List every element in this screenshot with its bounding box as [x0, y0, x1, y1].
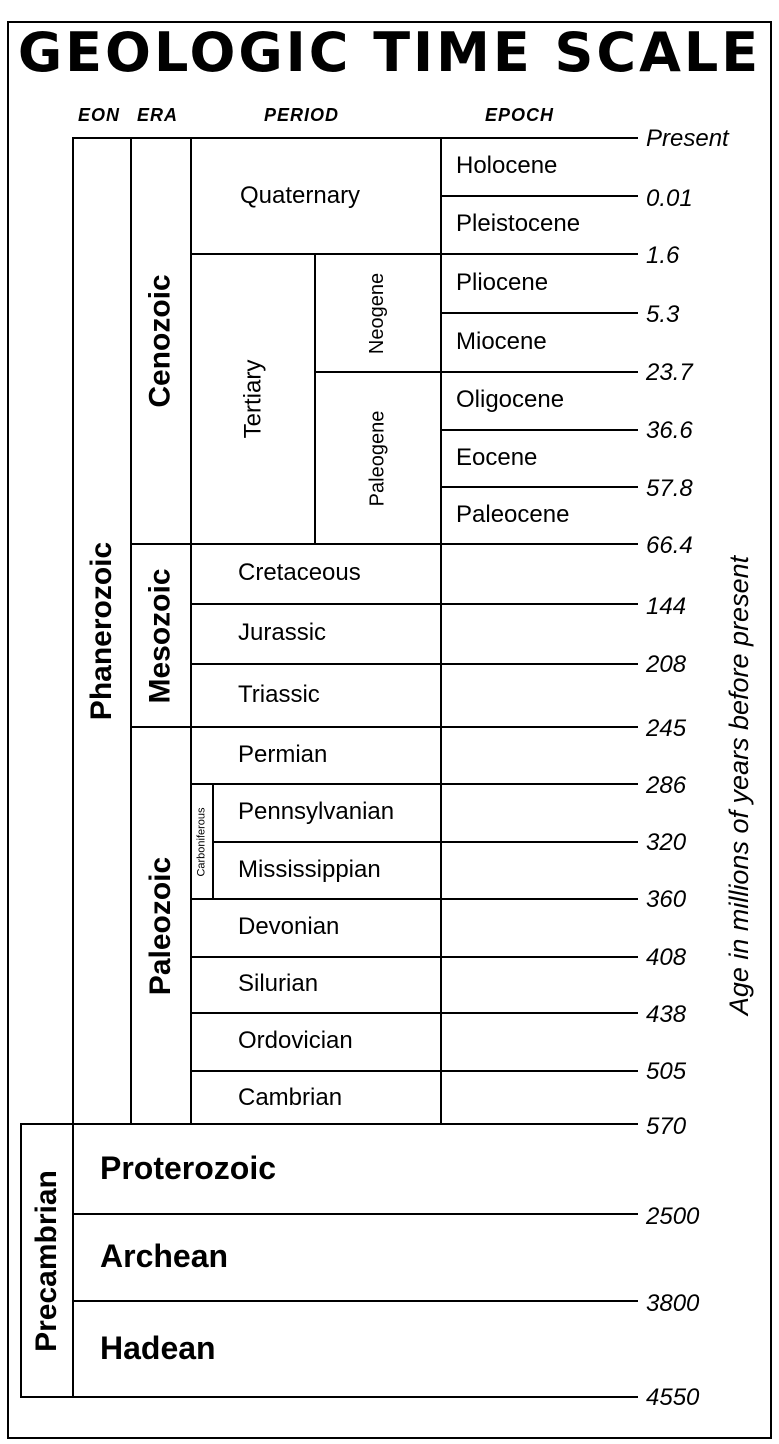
- divider-permian-pennsylvanian: [190, 783, 442, 785]
- age-label-438: 438: [646, 1001, 687, 1028]
- divider-pennsylvanian-mississippian: [212, 841, 442, 843]
- divider-ordovician-cambrian: [190, 1070, 442, 1072]
- tick-5-3: [440, 312, 638, 314]
- tick-505: [440, 1070, 638, 1072]
- precambrian-proterozoic: Proterozoic: [100, 1149, 277, 1186]
- period-triassic: Triassic: [238, 680, 320, 708]
- age-label-5-3: 5.3: [646, 301, 680, 328]
- epoch-holocene: Holocene: [456, 152, 558, 179]
- age-label-66-4: 66.4: [646, 532, 693, 559]
- age-label-present: Present: [646, 125, 729, 152]
- age-label-360: 360: [646, 886, 687, 913]
- age-label-208: 208: [646, 651, 687, 678]
- epoch-pleistocene: Pleistocene: [456, 210, 581, 237]
- age-label-4550: 4550: [646, 1384, 700, 1411]
- tick-2500: [72, 1213, 638, 1215]
- period-quaternary: Quaternary: [240, 182, 361, 209]
- period-jurassic: Jurassic: [238, 619, 327, 646]
- divider-silurian-ordovician: [190, 1012, 442, 1014]
- tick-36-6: [440, 429, 638, 431]
- tick-0-01: [440, 195, 638, 197]
- era-cenozoic-label: Cenozoic: [144, 274, 178, 408]
- tick-570: [440, 1123, 638, 1125]
- eon-phanerozoic-label: Phanerozoic: [85, 541, 118, 721]
- eon-precambrian: [20, 1123, 74, 1398]
- age-label-23-7: 23.7: [646, 359, 693, 386]
- page-title: GEOLOGIC TIME SCALE: [17, 21, 762, 84]
- tick-4550: [72, 1396, 638, 1398]
- era-paleozoic-label: Paleozoic: [144, 856, 178, 995]
- tick-3800: [72, 1300, 638, 1302]
- outer-frame: [7, 21, 772, 1439]
- period-tertiary: Tertiary: [239, 359, 266, 439]
- divider-jurassic-triassic: [190, 663, 442, 665]
- age-label-1-6: 1.6: [646, 242, 680, 269]
- tick-66-4: [440, 543, 638, 545]
- column-header-period: PERIOD: [264, 105, 340, 125]
- epoch-miocene: Miocene: [456, 327, 547, 355]
- period-permian: Permian: [238, 740, 328, 768]
- divider-cretaceous-jurassic: [190, 603, 442, 605]
- age-axis-label: Age in millions of years before present: [724, 555, 755, 1015]
- column-header-epoch: EPOCH: [485, 105, 555, 125]
- period-carboniferous-box: [190, 783, 214, 900]
- age-label-505: 505: [646, 1058, 687, 1085]
- tick-408: [440, 956, 638, 958]
- divider-mississippian-devonian: [190, 898, 442, 900]
- tick-245: [440, 726, 638, 728]
- period-cretaceous: Cretaceous: [238, 559, 361, 586]
- period-paleogene: Paleogene: [366, 410, 389, 506]
- period-ordovician: Ordovician: [238, 1027, 353, 1054]
- divider-devonian-silurian: [190, 956, 442, 958]
- column-header-eon: EON: [78, 105, 121, 125]
- age-label-408: 408: [646, 944, 687, 971]
- period-silurian: Silurian: [238, 970, 319, 997]
- tick-57-8: [440, 486, 638, 488]
- tick-320: [440, 841, 638, 843]
- age-label-36-6: 36.6: [646, 417, 693, 444]
- period-pennsylvanian: Pennsylvanian: [238, 798, 395, 825]
- age-label-57-8: 57.8: [646, 475, 693, 502]
- tick-1-6: [440, 253, 638, 255]
- precambrian-archean: Archean: [100, 1238, 229, 1274]
- tick-438: [440, 1012, 638, 1014]
- age-label-0-01: 0.01: [646, 185, 693, 212]
- column-header-era: ERA: [137, 105, 179, 125]
- tick-360: [440, 898, 638, 900]
- divider-triassic-permian: [190, 726, 442, 728]
- period-cambrian: Cambrian: [238, 1083, 343, 1111]
- epoch-oligocene: Oligocene: [456, 386, 565, 413]
- age-label-570: 570: [646, 1113, 687, 1140]
- period-devonian: Devonian: [238, 913, 340, 940]
- epoch-eocene: Eocene: [456, 443, 538, 471]
- epoch-paleocene: Paleocene: [456, 500, 570, 528]
- age-label-245: 245: [646, 715, 687, 742]
- age-label-2500: 2500: [646, 1203, 700, 1230]
- tick-208: [440, 663, 638, 665]
- tick-286: [440, 783, 638, 785]
- era-mesozoic-label: Mesozoic: [144, 567, 177, 704]
- age-label-320: 320: [646, 829, 687, 856]
- precambrian-hadean: Hadean: [100, 1329, 216, 1366]
- tick-23-7: [440, 371, 638, 373]
- period-mississippian: Mississippian: [238, 855, 381, 883]
- tick-present: [440, 137, 638, 139]
- epoch-pliocene: Pliocene: [456, 268, 549, 296]
- tick-144: [440, 603, 638, 605]
- age-label-3800: 3800: [646, 1290, 700, 1317]
- age-label-286: 286: [646, 772, 687, 799]
- period-neogene: Neogene: [366, 272, 389, 354]
- age-label-144: 144: [646, 593, 687, 620]
- eon-precambrian-label: Precambrian: [30, 1169, 64, 1352]
